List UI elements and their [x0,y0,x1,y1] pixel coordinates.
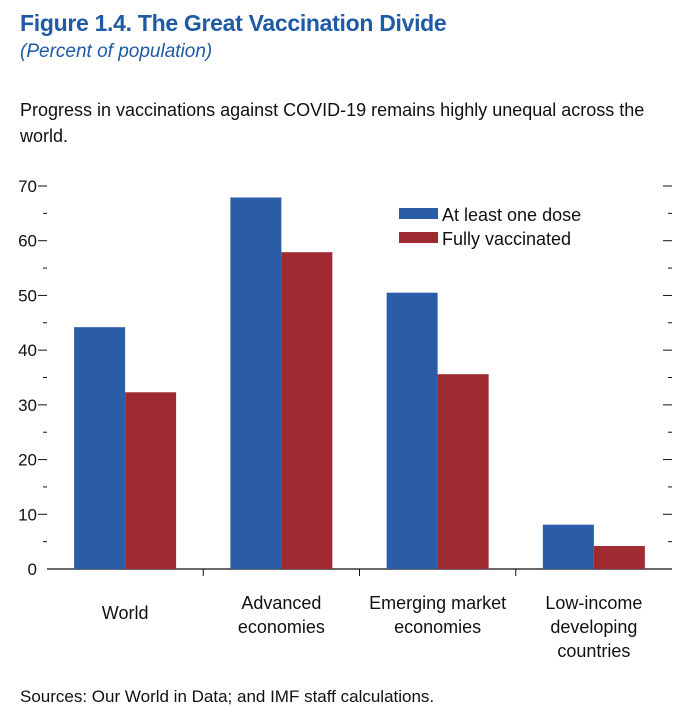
bar-one-dose [542,524,594,569]
bar-fully-vaccinated [437,374,489,569]
legend-label: Fully vaccinated [442,229,571,249]
y-tick-label: 50 [18,286,37,305]
y-tick-label: 70 [18,177,37,196]
y-tick-label: 60 [18,232,37,251]
figure-description: Progress in vaccinations against COVID-1… [20,100,645,146]
legend-swatch [399,208,438,219]
figure-subtitle: (Percent of population) [20,41,213,62]
x-category-label: countries [557,641,630,661]
x-category-label: Advanced [241,593,321,613]
chart-bars [74,197,645,570]
figure-title: Figure 1.4. The Great Vaccination Divide [20,10,447,36]
y-tick-label: 20 [18,451,37,470]
x-category-label: developing [550,617,637,637]
y-tick-label: 40 [18,341,37,360]
y-tick-label: 30 [18,396,37,415]
y-tick-label: 0 [28,560,37,579]
chart-labels: 0 10 20 30 40 50 60 70 World Advanced economies Eme… [18,177,642,661]
bar-fully-vaccinated [281,252,333,569]
bar-one-dose [230,197,282,570]
bar-one-dose [74,327,126,569]
x-category-label: economies [238,617,325,637]
x-category-label: World [102,603,149,623]
chart-legend: At least one dose Fully vaccinated [399,205,581,249]
legend-label: At least one dose [442,205,581,225]
x-category-label: Low-income [545,593,642,613]
bar-chart: 0 10 20 30 40 50 60 70 World Advanced economies Eme… [18,177,672,661]
bar-one-dose [386,292,438,569]
y-tick-label: 10 [18,505,37,524]
legend-swatch [399,232,438,243]
bar-fully-vaccinated [125,392,177,569]
bar-fully-vaccinated [593,546,645,569]
figure-source: Sources: Our World in Data; and IMF staf… [20,687,435,706]
x-category-label: economies [394,617,481,637]
x-category-label: Emerging market [369,593,506,613]
